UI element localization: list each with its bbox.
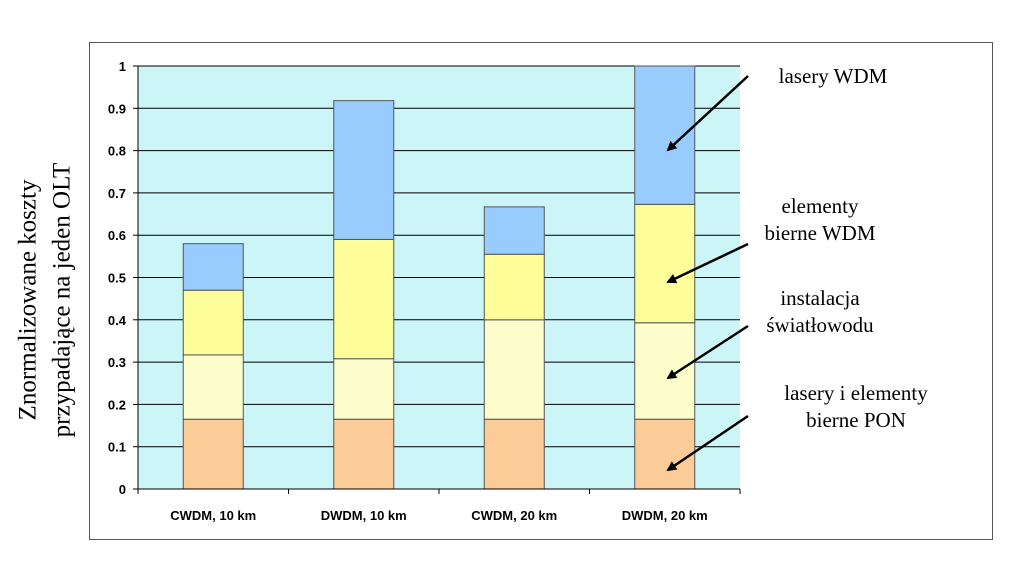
bar-segment [634,203,696,324]
bar-segment [333,358,395,420]
annotation-label: elementy [782,194,859,218]
x-tick-label: CWDM, 20 km [471,508,557,523]
y-tick-label: 0.6 [108,228,126,243]
bar-segment [182,354,244,420]
bar-segment [483,418,545,490]
y-tick-label: 0.3 [108,355,126,370]
y-tick-label: 1 [119,59,126,74]
y-tick-label: 0.2 [108,397,126,412]
annotation-label: światłowodu [766,313,874,337]
annotation-arrow [666,75,749,152]
annotation-label: instalacja [780,286,860,310]
annotation-arrow [666,242,749,284]
x-tick-label: DWDM, 20 km [622,508,708,523]
annotation-arrow [666,414,749,472]
bar-segment [634,322,696,420]
y-tick-label: 0 [119,482,126,497]
bar-segment [483,319,545,420]
y-tick-label: 0.8 [108,144,126,159]
y-tick-label: 0.7 [108,186,126,201]
bars [182,65,696,490]
axes: 0 0.1 0.2 0.3 0.4 0.5 0.6 0.7 0.8 0.9 1 CWDM, 10 km… [108,59,741,523]
y-tick-label: 0.1 [108,440,126,455]
bar-segment [333,100,395,240]
bar-segment [483,253,545,321]
y-tick-label: 0.9 [108,101,126,116]
bar-segment [333,238,395,360]
bar-segment [182,243,244,291]
bar-segment [634,418,696,490]
annotation-label: lasery WDM [779,64,888,88]
annotation-label: lasery i elementy [784,381,928,405]
x-tick-label: DWDM, 10 km [321,508,407,523]
annotation-label: bierne WDM [765,221,876,245]
x-tick-label: CWDM, 10 km [170,508,256,523]
annotation-label: bierne PON [806,408,906,432]
bar-segment [483,206,545,255]
bar-segment [182,418,244,490]
y-tick-label: 0.4 [108,313,127,328]
annotation-arrow [666,324,749,380]
y-tick-label: 0.5 [108,271,126,286]
bar-segment [182,289,244,356]
annotations: lasery WDM elementy bierne WDM instalacja św… [666,64,928,472]
bar-segment [333,418,395,490]
